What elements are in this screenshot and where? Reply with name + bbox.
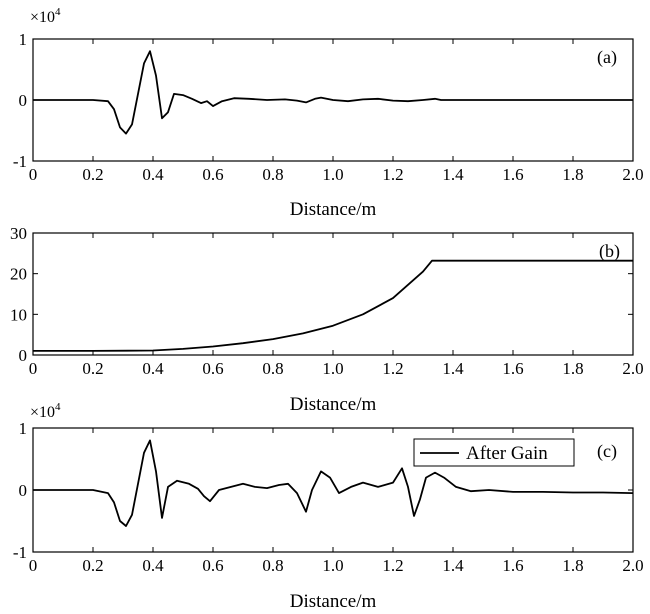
x-tick-label: 0.2: [82, 165, 103, 184]
x-tick-label: 1.2: [382, 359, 403, 378]
x-tick-label: 1.6: [502, 165, 523, 184]
panel-c-scale-label: ×104: [30, 401, 61, 421]
x-tick-label: 1.8: [562, 556, 583, 575]
x-tick-label: 0.2: [82, 359, 103, 378]
y-tick-label: 0: [19, 346, 28, 365]
y-tick-label: -1: [13, 152, 27, 171]
x-tick-label: 1.4: [442, 359, 464, 378]
panel-c: ×104 After Gain (c) 10-1 0 0.2 0.4 0.6 0.8 1.…: [13, 401, 644, 612]
x-tick-label: 1.8: [562, 359, 583, 378]
panel-a: ×104 (a) 10-1 0 0.2 0.4 0.6 0.8 1.0 1.2 1.4 1.6 1…: [13, 6, 644, 220]
x-tick-label: 1.8: [562, 165, 583, 184]
x-tick-label: 0.6: [202, 556, 223, 575]
x-tick-label: 1.6: [502, 556, 523, 575]
x-tick-label: 0.4: [142, 359, 164, 378]
x-tick-label: 0.2: [82, 556, 103, 575]
x-tick-label: 1.2: [382, 165, 403, 184]
y-tick-label: 30: [10, 224, 27, 243]
panel-b-xlabel: Distance/m: [290, 394, 377, 415]
panel-c-xticks: 0 0.2 0.4 0.6 0.8 1.0 1.2 1.4 1.6 1.8 2.0: [29, 428, 644, 575]
panel-b: (b) 30 20 10 0 0 0.2 0.4 0.6 0.8 1.0 1.2 1.4 1.6 1.8…: [10, 224, 644, 415]
x-tick-label: 0.8: [262, 556, 283, 575]
y-tick-label: 0: [19, 91, 28, 110]
panel-a-xlabel: Distance/m: [290, 199, 377, 220]
panel-a-scale-label: ×104: [30, 6, 61, 26]
x-tick-label: 1.4: [442, 165, 464, 184]
x-tick-label: 0: [29, 165, 38, 184]
y-tick-label: 20: [10, 265, 27, 284]
panel-b-label: (b): [599, 241, 620, 262]
panel-b-yticks: 30 20 10 0: [10, 224, 633, 365]
x-tick-label: 0: [29, 359, 38, 378]
x-tick-label: 1.2: [382, 556, 403, 575]
y-tick-label: -1: [13, 543, 27, 562]
panel-c-yticks: 1 0 -1: [13, 419, 633, 562]
x-tick-label: 1.4: [442, 556, 464, 575]
x-tick-label: 2.0: [622, 165, 643, 184]
panel-c-xlabel: Distance/m: [290, 591, 377, 612]
panel-a-xticks: 0 0.2 0.4 0.6 0.8 1.0 1.2 1.4 1.6 1.8 2.0: [29, 39, 644, 184]
legend-label: After Gain: [466, 443, 548, 464]
x-tick-label: 1.0: [322, 556, 343, 575]
x-tick-label: 0: [29, 556, 38, 575]
panel-b-frame: [32, 232, 634, 356]
x-tick-label: 0.8: [262, 165, 283, 184]
x-tick-label: 0.6: [202, 359, 223, 378]
x-tick-label: 0.4: [142, 556, 164, 575]
panel-b-trace: [33, 259, 633, 352]
panel-b-xticks: 0 0.2 0.4 0.6 0.8 1.0 1.2 1.4 1.6 1.8 2.0: [29, 233, 644, 378]
x-tick-label: 0.6: [202, 165, 223, 184]
panel-c-label: (c): [597, 441, 617, 462]
x-tick-label: 2.0: [622, 359, 643, 378]
x-tick-label: 1.6: [502, 359, 523, 378]
y-tick-label: 1: [19, 30, 28, 49]
x-tick-label: 1.0: [322, 165, 343, 184]
x-tick-label: 1.0: [322, 359, 343, 378]
y-tick-label: 0: [19, 481, 28, 500]
x-tick-label: 2.0: [622, 556, 643, 575]
panel-a-trace: [33, 50, 633, 135]
x-tick-label: 0.4: [142, 165, 164, 184]
panel-c-trace: [33, 439, 634, 527]
y-tick-label: 1: [19, 419, 28, 438]
panel-c-legend: After Gain: [413, 438, 575, 467]
panel-a-label: (a): [597, 47, 617, 68]
y-tick-label: 10: [10, 305, 27, 324]
x-tick-label: 0.8: [262, 359, 283, 378]
